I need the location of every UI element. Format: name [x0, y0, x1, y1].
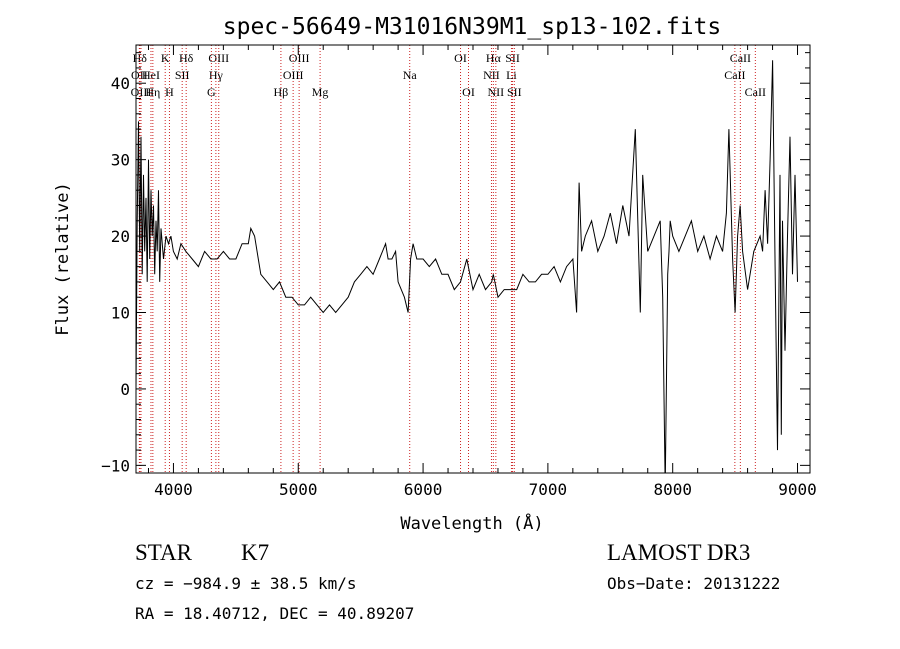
y-tick-label-0: −10: [101, 456, 130, 475]
line-label-1: OII: [131, 68, 148, 82]
line-label-3: HeI: [142, 68, 160, 82]
x-tick-label-1: 5000: [279, 480, 318, 499]
flux-line-0: [136, 60, 798, 473]
line-label-17: OI: [454, 51, 467, 65]
line-label-9: OIII: [208, 51, 229, 65]
line-label-10: Hγ: [209, 68, 224, 82]
plot-frame: [135, 44, 811, 474]
line-label-14: OIII: [283, 68, 304, 82]
line-label-25: CaII: [730, 51, 751, 65]
line-label-6: SII: [175, 68, 190, 82]
axes: 4000 5000 6000 7000 8000 9000 −10 0 10 20 30 40: [101, 45, 817, 499]
y-axis-label: Flux (relative): [53, 182, 73, 336]
x-tick-label-3: 7000: [529, 480, 568, 499]
line-label-22: Li: [506, 68, 517, 82]
x-tick-label-4: 8000: [653, 480, 692, 499]
x-tick-label-0: 4000: [154, 480, 193, 499]
line-label-7: H: [165, 85, 174, 99]
line-label-11: G: [207, 85, 216, 99]
line-label-18: OI: [462, 85, 475, 99]
line-label-23: NII: [488, 85, 505, 99]
object-class: STAR: [135, 540, 192, 565]
y-tick-label-5: 40: [111, 74, 130, 93]
y-tick-label-4: 30: [111, 151, 130, 170]
flux-series: [136, 60, 798, 473]
line-label-27: CaII: [745, 85, 766, 99]
line-label-19: Hα: [486, 51, 502, 65]
line-label-12: Hβ: [274, 85, 289, 99]
object-subclass: K7: [241, 540, 270, 565]
observation-date: Obs−Date: 20131222: [607, 574, 781, 593]
line-label-4: Hη: [145, 85, 160, 99]
y-tick-label-2: 10: [111, 304, 130, 323]
x-axis-label: Wavelength (Å): [400, 512, 543, 534]
line-label-20: SII: [505, 51, 520, 65]
y-tick-label-1: 0: [120, 380, 130, 399]
line-label-8: Hδ: [179, 51, 194, 65]
line-label-26: CaII: [724, 68, 745, 82]
line-label-15: Mg: [312, 85, 329, 99]
y-tick-label-3: 20: [111, 227, 130, 246]
line-label-5: K: [161, 51, 170, 65]
line-label-13: OIII: [289, 51, 310, 65]
line-label-16: Na: [403, 68, 418, 82]
line-label-24: SII: [507, 85, 522, 99]
x-tick-label-5: 9000: [778, 480, 817, 499]
spectral-line-markers: HδOIIOIIIHeIHηKSIIHHδOIIIHγGHβOIIIOIIIMg…: [131, 45, 766, 473]
x-tick-label-2: 6000: [404, 480, 443, 499]
line-label-21: NII: [483, 68, 500, 82]
survey-name: LAMOST DR3: [607, 540, 751, 565]
velocity-readout: cz = −984.9 ± 38.5 km/s: [135, 574, 357, 593]
chart-title: spec-56649-M31016N39M1_sp13-102.fits: [223, 14, 722, 40]
coordinates-readout: RA = 18.40712, DEC = 40.89207: [135, 604, 415, 623]
